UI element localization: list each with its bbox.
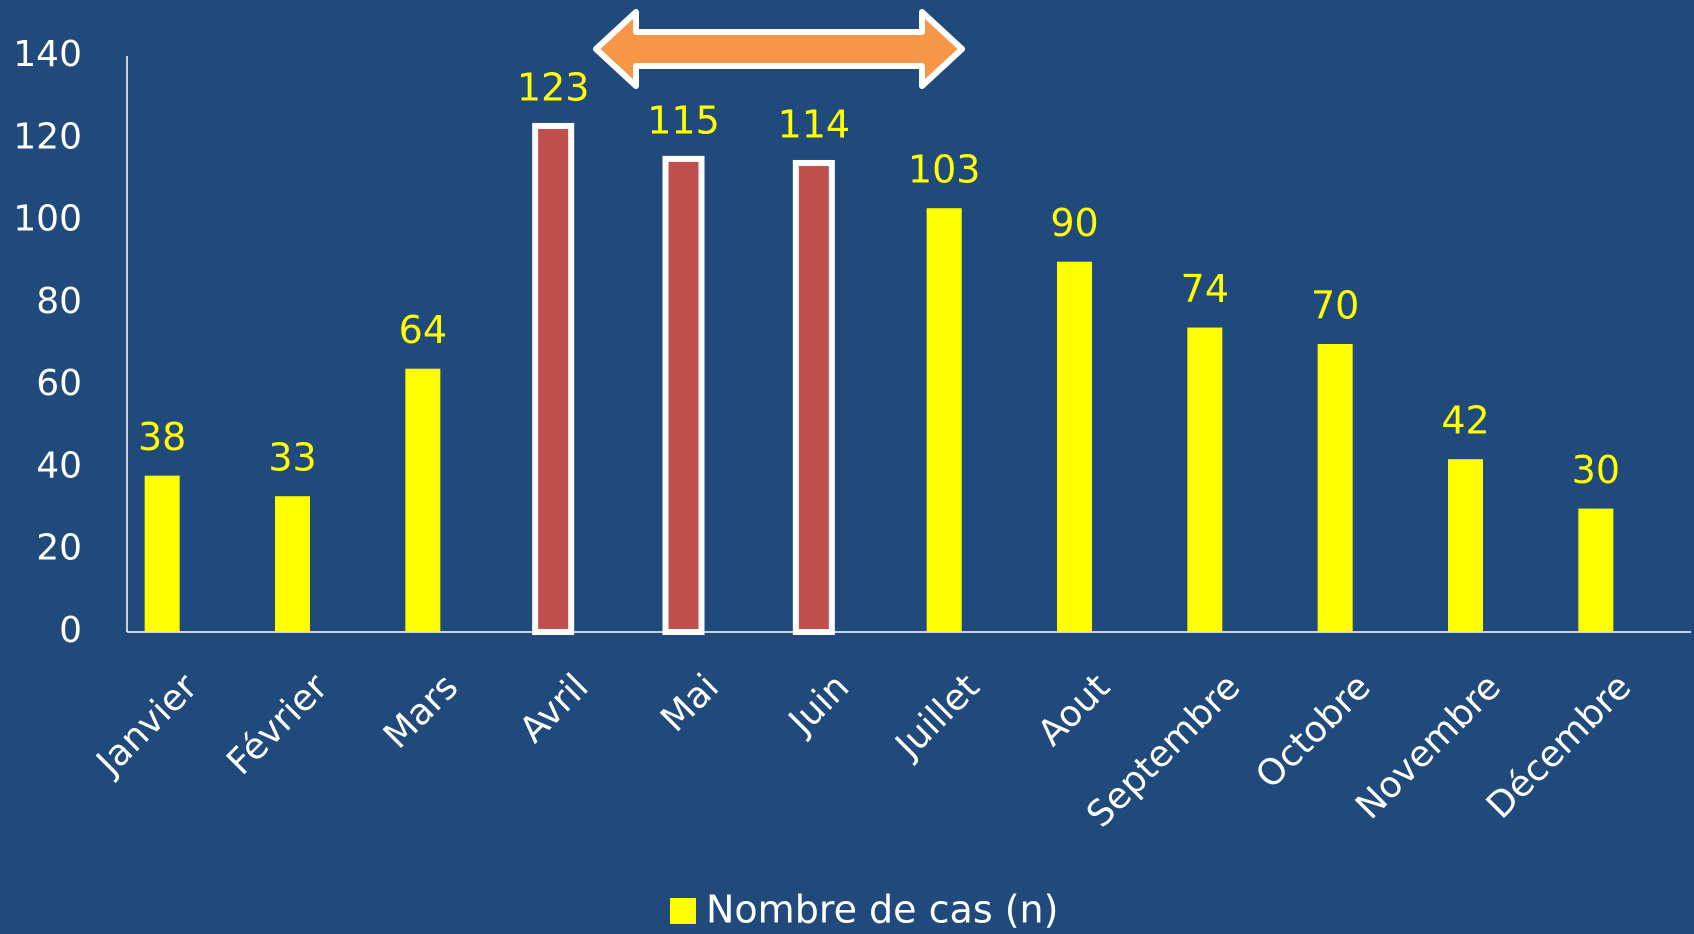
y-tick-label: 40 [36,445,82,486]
data-label: 30 [1572,448,1620,492]
data-label: 103 [908,148,981,192]
data-label: 74 [1181,267,1229,311]
bar [1317,344,1353,632]
data-label: 90 [1050,201,1098,245]
bar [275,496,310,632]
data-label: 114 [778,102,851,146]
data-label: 70 [1311,284,1359,328]
data-label: 33 [268,436,316,480]
y-tick-label: 20 [36,528,82,569]
y-tick-label: 0 [59,610,82,651]
bar [532,122,575,635]
legend-swatch [670,898,696,924]
data-label: 115 [647,98,720,142]
y-tick-label: 80 [36,281,82,322]
highlight-arrow [593,9,965,89]
bar [1578,508,1614,632]
bar [662,155,705,635]
bar [405,368,441,632]
data-label: 42 [1441,399,1489,443]
data-label: 64 [399,308,447,352]
legend-label: Nombre de cas (n) [706,888,1058,932]
bar [792,159,835,635]
y-tick-label: 140 [13,34,82,75]
bar [144,475,180,632]
y-tick-label: 100 [13,199,82,240]
bar [1187,327,1223,632]
y-tick-label: 120 [13,116,82,157]
data-label: 38 [138,415,186,459]
bar [926,208,962,632]
bar [1448,459,1483,632]
y-tick-label: 60 [36,363,82,404]
bar [1057,261,1092,632]
data-label: 123 [517,65,590,109]
